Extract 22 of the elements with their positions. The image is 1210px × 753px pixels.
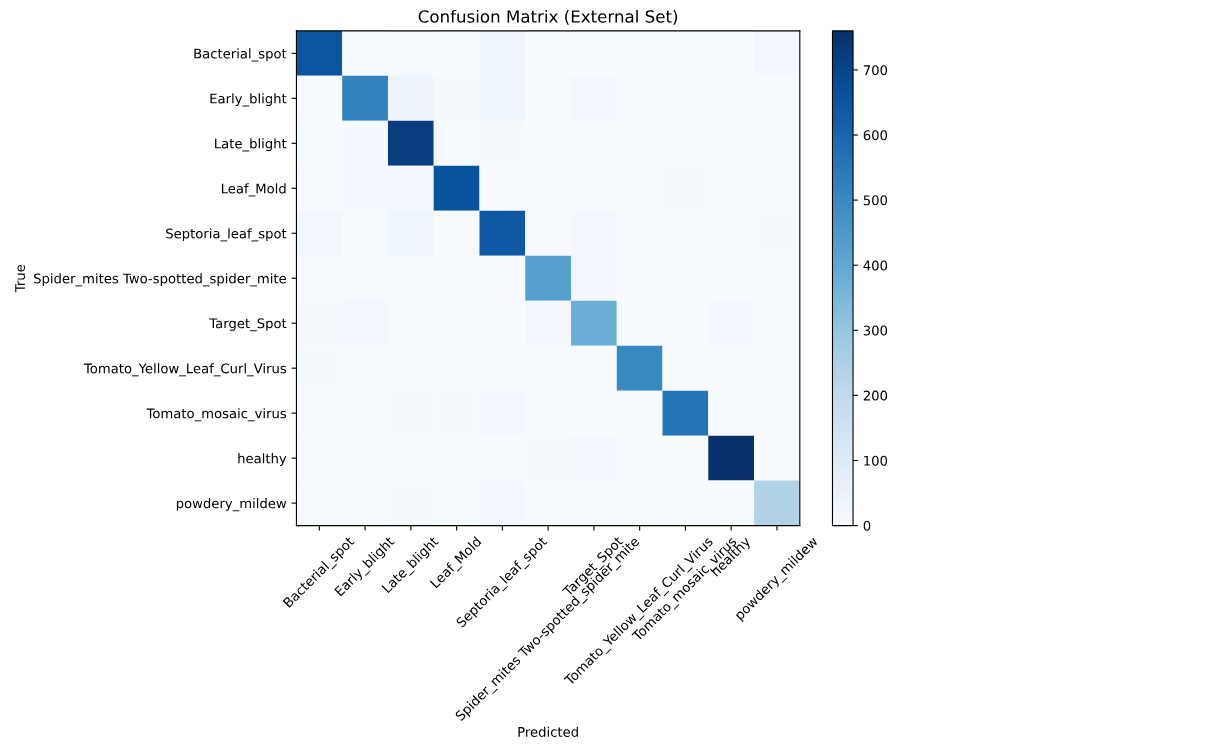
y-tick-label: healthy: [238, 453, 287, 466]
color-bar-label: 500: [863, 195, 888, 206]
y-tick-label: Early_blight: [210, 93, 287, 107]
x-axis-title: Predicted: [518, 726, 578, 737]
color-bar-label: 300: [863, 325, 888, 336]
color-bar-label: 400: [863, 260, 888, 271]
y-tick-label: Tomato_Yellow_Leaf_Curl_Virus: [83, 363, 287, 377]
y-tick-label: Bacterial_spot: [194, 48, 287, 62]
chart-title: Confusion Matrix (External Set): [418, 9, 678, 25]
y-tick-label: Spider_mites Two-spotted_spider_mite: [34, 273, 287, 287]
color-bar-label: 100: [864, 455, 888, 466]
y-tick-label: Tomato_mosaic_virus: [146, 408, 287, 422]
y-tick-label: Septoria_leaf_spot: [166, 228, 287, 242]
color-bar-label: 200: [863, 390, 888, 401]
y-tick-label: powdery_mildew: [176, 498, 287, 512]
color-bar-label: 700: [863, 65, 888, 76]
y-tick-label: Target_Spot: [209, 318, 287, 332]
y-axis-title: True: [15, 264, 26, 293]
y-tick-label: Leaf_Mold: [221, 183, 286, 197]
color-bar-label: 0: [863, 520, 871, 531]
color-bar-label: 600: [863, 130, 888, 141]
y-tick-label: Late_blight: [215, 138, 287, 152]
